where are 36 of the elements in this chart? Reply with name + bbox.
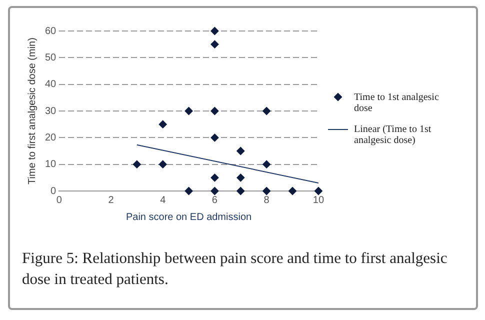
point: [184, 187, 193, 195]
y-tick-label: 30: [45, 106, 57, 117]
point: [158, 120, 167, 128]
y-tick-label: 20: [45, 132, 57, 144]
point: [236, 174, 245, 182]
y-tick-label: 40: [45, 79, 57, 90]
point: [210, 27, 219, 35]
y-tick-label: 0: [50, 186, 57, 197]
caption: Figure 5: Relationship between pain score and time to first analgesic dose in treated patients.: [22, 249, 448, 290]
x-tick-label: 2: [108, 194, 114, 206]
point: [236, 187, 245, 195]
y-axis-title: Time to first analgesic dose (min): [26, 38, 38, 184]
point: [262, 187, 271, 195]
point: [184, 107, 193, 115]
legend-label: Time to 1st analgesic dose: [354, 92, 440, 114]
point: [236, 147, 245, 155]
point: [262, 107, 271, 115]
point: [314, 187, 322, 195]
point: [210, 40, 219, 48]
x-tick-label: 6: [212, 194, 218, 206]
point: [210, 187, 219, 195]
y-tick-label: 10: [45, 159, 57, 170]
point: [210, 174, 219, 182]
point: [210, 134, 219, 142]
x-axis-title: Pain score on ED admission: [126, 212, 252, 223]
point: [210, 107, 219, 115]
y-tick-label: 60: [45, 26, 57, 37]
x-tick-label: 8: [264, 194, 270, 206]
x-tick-label: 4: [160, 194, 166, 206]
legend-label: Linear (Time to 1st analgesic dose): [354, 124, 432, 146]
point: [158, 160, 167, 168]
x-tick-label: 10: [312, 194, 324, 206]
point: [132, 160, 141, 168]
y-tick-label: 50: [45, 52, 57, 64]
point: [288, 187, 297, 195]
point: [262, 160, 271, 168]
